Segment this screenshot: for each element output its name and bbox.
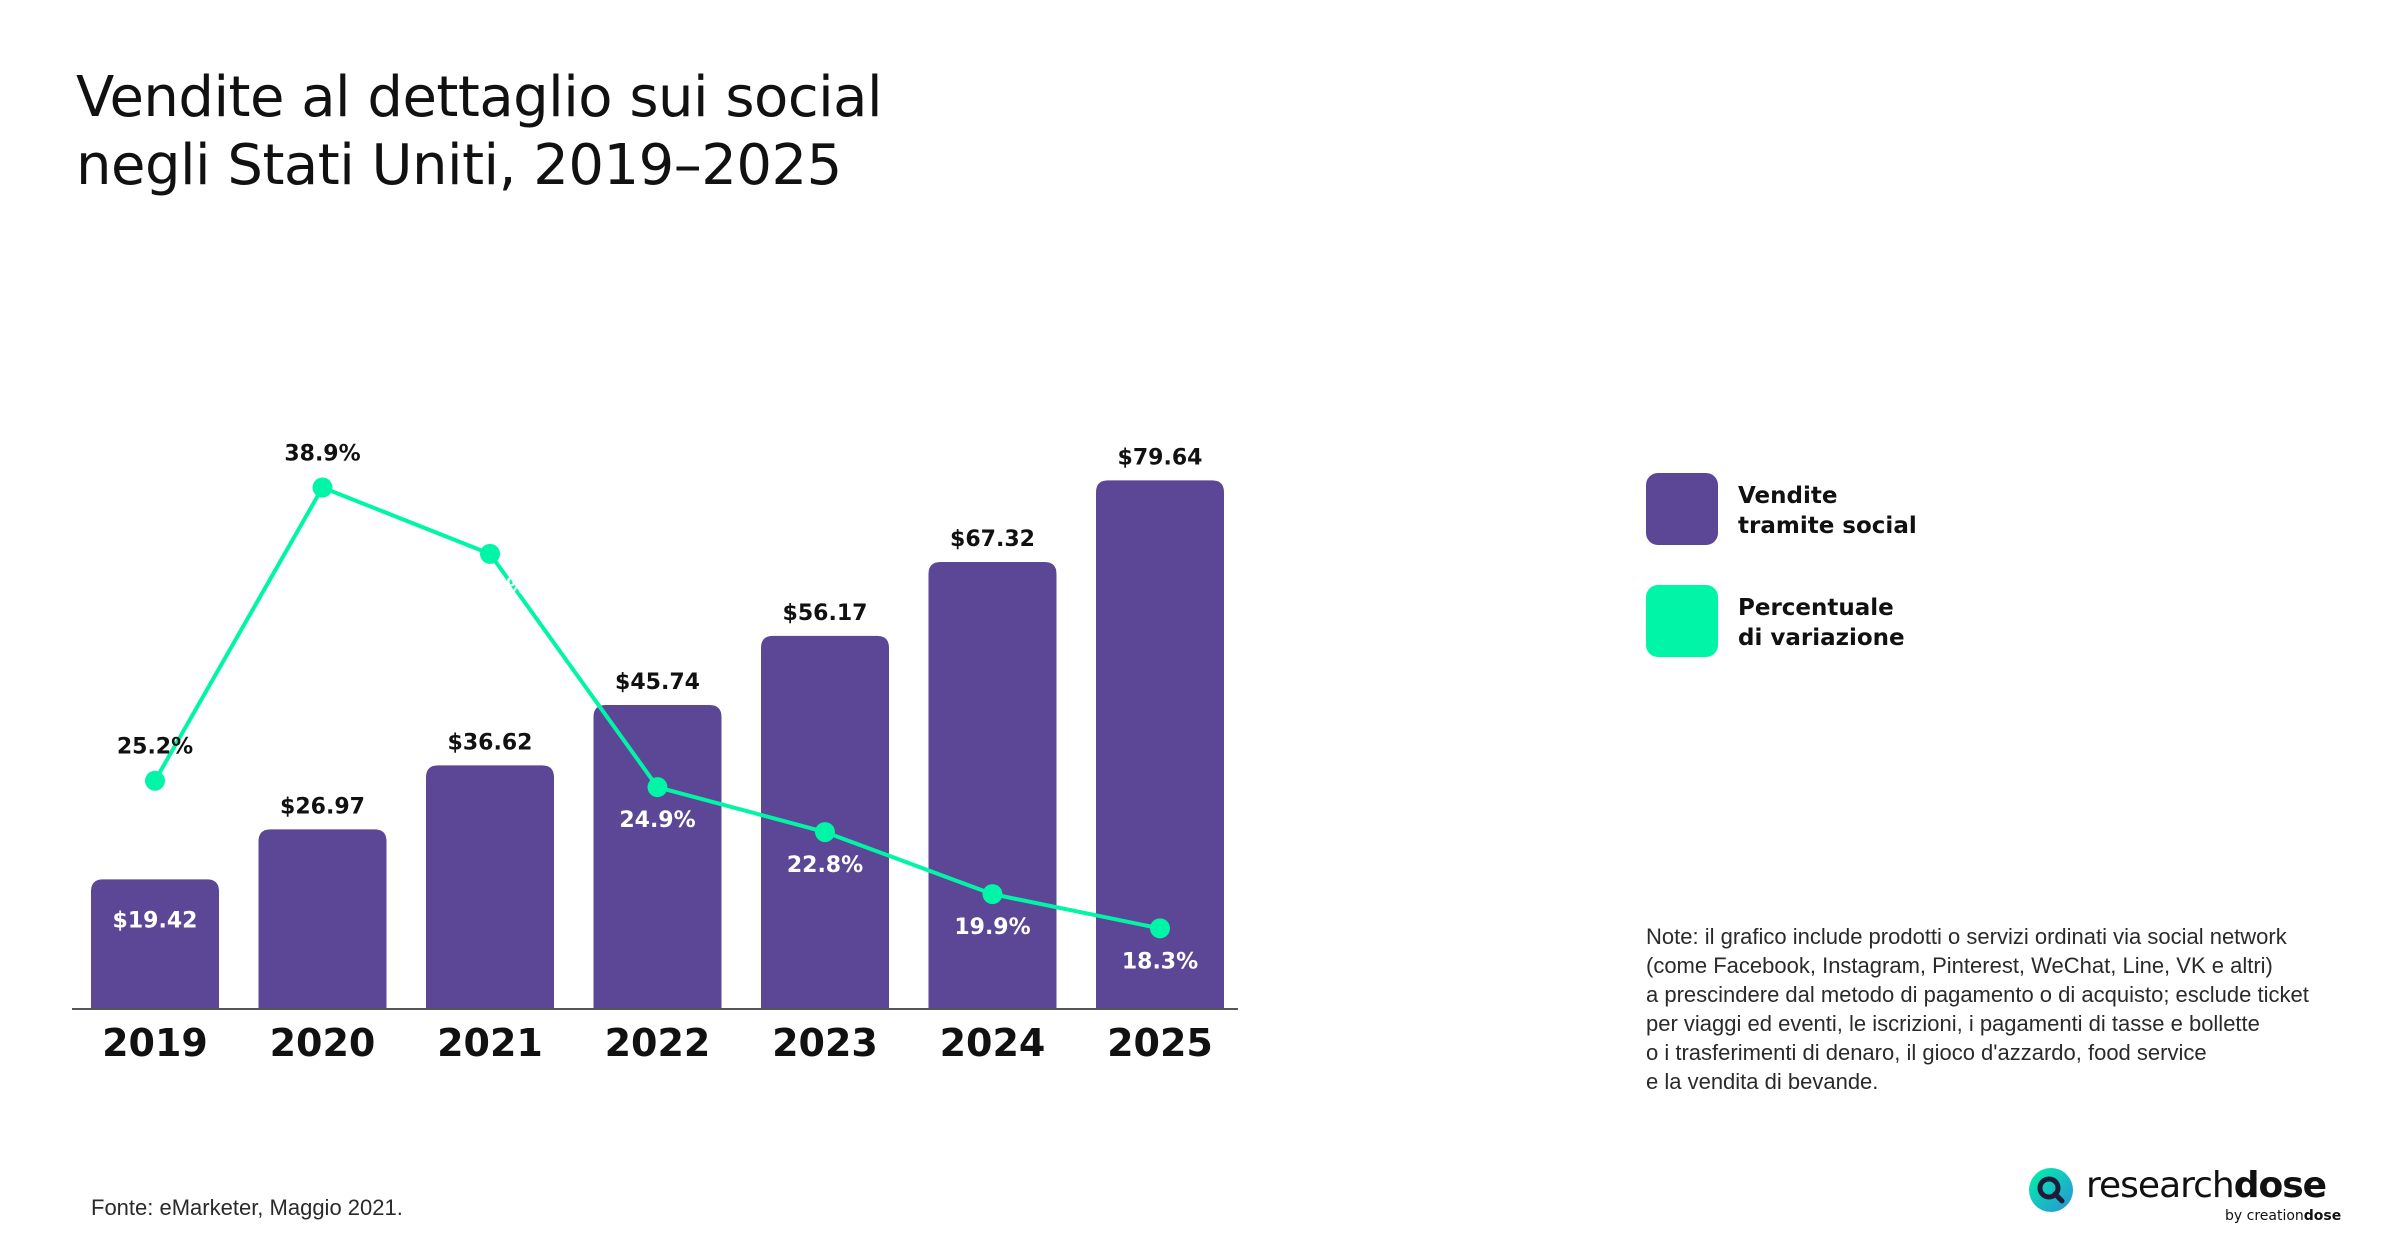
change-point-2025: [1150, 918, 1170, 939]
legend-label-change-line-1: Percentuale: [1738, 595, 1894, 621]
legend-label-change: Percentuale di variazione: [1738, 593, 2038, 653]
bar-2021: [426, 765, 554, 1008]
bar-value-label-2023: $56.17: [783, 601, 868, 626]
bar-value-label-2021: $36.62: [448, 730, 533, 755]
x-tick-label-2022: 2022: [605, 1021, 711, 1065]
magnifier-logo-icon: [2029, 1168, 2073, 1212]
bar-2024: [928, 562, 1057, 1008]
x-tick-label-2020: 2020: [270, 1021, 376, 1065]
legend-item-change: Percentuale di variazione: [1646, 585, 2246, 659]
legend-swatch-sales: [1646, 473, 1718, 545]
change-label-2020: 38.9%: [284, 442, 360, 467]
change-label-2023: 22.8%: [787, 853, 863, 878]
change-point-2020: [312, 477, 333, 498]
brand-subtitle-light: by creation: [2225, 1208, 2304, 1224]
brand-logo: researchdose by creationdose: [2028, 1164, 2348, 1230]
bar-value-label-2022: $45.74: [615, 670, 700, 695]
bar-2022: [593, 704, 722, 1008]
x-tick-label-2025: 2025: [1107, 1021, 1213, 1065]
note-line-6: e la vendita di bevande.: [1646, 1069, 1879, 1094]
chart-title-line-1: Vendite al dettaglio sui social: [76, 65, 883, 130]
chart-title: Vendite al dettaglio sui social negli St…: [76, 64, 883, 200]
legend-item-sales: Vendite tramite social: [1646, 473, 2246, 547]
change-label-2024: 19.9%: [954, 915, 1030, 940]
note-line-1: Note: il grafico include prodotti o serv…: [1646, 924, 2287, 949]
note-line-4: per viaggi ed eventi, le iscrizioni, i p…: [1646, 1011, 2260, 1036]
legend-label-sales-line-2: tramite social: [1738, 513, 1917, 539]
chart-source: Fonte: eMarketer, Maggio 2021.: [91, 1195, 403, 1220]
brand-name-bold: dose: [2233, 1165, 2327, 1206]
change-label-2025: 18.3%: [1122, 949, 1198, 974]
x-tick-label-2024: 2024: [940, 1021, 1046, 1065]
x-tick-label-2021: 2021: [437, 1021, 543, 1065]
bar-2019: [91, 879, 219, 1008]
bar-value-label-2024: $67.32: [950, 527, 1035, 552]
bar-2025: [1096, 480, 1224, 1008]
brand-subtitle: by creationdose: [2225, 1208, 2341, 1224]
change-label-2021: 35.8%: [452, 575, 528, 600]
legend-swatch-change: [1646, 585, 1718, 657]
x-tick-label-2023: 2023: [772, 1021, 878, 1065]
bar-value-label-2019: $19.42: [113, 908, 198, 933]
note-line-5: o i trasferimenti di denaro, il gioco d'…: [1646, 1040, 2207, 1065]
x-tick-label-2019: 2019: [102, 1021, 208, 1065]
change-point-2023: [815, 822, 835, 843]
bar-value-label-2025: $79.64: [1118, 445, 1203, 470]
chart-note: Note: il grafico include prodotti o serv…: [1646, 922, 2386, 1096]
change-label-2019: 25.2%: [117, 735, 193, 760]
bar-2020: [258, 829, 387, 1008]
bar-value-label-2020: $26.97: [280, 794, 365, 819]
chart-plot: $19.42 $26.97 $36.62 $45.74 $56.17 $67.32 $79.…: [72, 442, 1238, 1065]
chart-title-line-2: negli Stati Uniti, 2019–2025: [76, 133, 842, 198]
legend-label-sales-line-1: Vendite: [1738, 483, 1838, 509]
change-point-2022: [647, 777, 668, 798]
change-label-2022: 24.9%: [619, 808, 695, 833]
legend-label-change-line-2: di variazione: [1738, 625, 1905, 651]
legend-label-sales: Vendite tramite social: [1738, 481, 2038, 541]
note-line-3: a prescindere dal metodo di pagamento o …: [1646, 982, 2309, 1007]
change-point-2021: [480, 543, 500, 564]
note-line-2: (come Facebook, Instagram, Pinterest, We…: [1646, 953, 2273, 978]
change-point-2019: [145, 770, 165, 791]
brand-name-light: research: [2086, 1165, 2235, 1206]
bar-2023: [761, 635, 889, 1008]
brand-subtitle-bold: dose: [2303, 1208, 2342, 1224]
change-point-2024: [982, 884, 1003, 905]
brand-name: researchdose: [2086, 1164, 2327, 1208]
